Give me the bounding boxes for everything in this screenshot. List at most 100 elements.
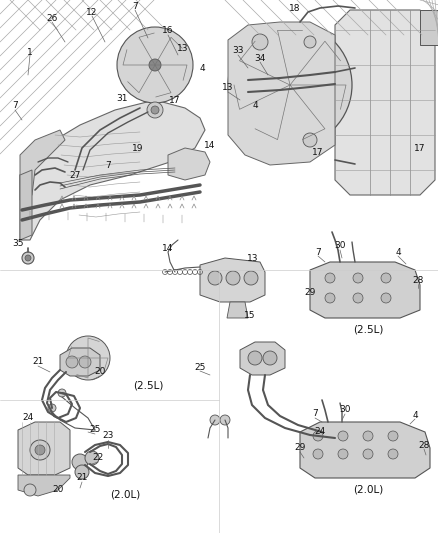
Text: 4: 4 <box>394 247 400 256</box>
Text: 4: 4 <box>411 410 417 419</box>
Text: 7: 7 <box>132 2 138 11</box>
Circle shape <box>227 23 351 147</box>
Polygon shape <box>226 302 247 318</box>
Text: 13: 13 <box>177 44 188 52</box>
Circle shape <box>380 273 390 283</box>
Text: 13: 13 <box>247 254 258 262</box>
Circle shape <box>22 252 34 264</box>
Text: (2.0L): (2.0L) <box>352 485 382 495</box>
Circle shape <box>30 440 50 460</box>
Circle shape <box>352 293 362 303</box>
Circle shape <box>380 293 390 303</box>
Circle shape <box>362 449 372 459</box>
Circle shape <box>262 351 276 365</box>
Polygon shape <box>200 258 265 302</box>
Circle shape <box>85 451 99 465</box>
Text: 31: 31 <box>116 93 127 102</box>
Circle shape <box>75 465 89 479</box>
Text: 22: 22 <box>92 454 103 463</box>
Text: 7: 7 <box>311 408 317 417</box>
Text: 17: 17 <box>311 148 323 157</box>
Circle shape <box>209 415 219 425</box>
Circle shape <box>147 102 162 118</box>
Circle shape <box>72 454 88 470</box>
Circle shape <box>48 404 56 412</box>
Polygon shape <box>20 170 32 240</box>
Circle shape <box>337 431 347 441</box>
Circle shape <box>387 449 397 459</box>
Circle shape <box>279 75 299 95</box>
Text: 24: 24 <box>22 414 34 423</box>
Text: 25: 25 <box>89 425 100 434</box>
Circle shape <box>362 431 372 441</box>
Circle shape <box>25 255 31 261</box>
Text: 16: 16 <box>162 26 173 35</box>
Text: 33: 33 <box>232 45 243 54</box>
Text: 4: 4 <box>199 63 205 72</box>
Polygon shape <box>240 342 284 375</box>
Text: 13: 13 <box>222 83 233 92</box>
Text: 28: 28 <box>411 276 423 285</box>
Text: 4: 4 <box>251 101 257 109</box>
Text: 14: 14 <box>204 141 215 149</box>
Text: 7: 7 <box>12 101 18 109</box>
Polygon shape <box>227 22 334 165</box>
Text: 21: 21 <box>32 358 44 367</box>
Circle shape <box>302 133 316 147</box>
Polygon shape <box>20 130 65 200</box>
Text: 20: 20 <box>94 367 106 376</box>
Text: 12: 12 <box>86 7 98 17</box>
Text: 7: 7 <box>314 247 320 256</box>
Text: (2.5L): (2.5L) <box>133 380 163 390</box>
Circle shape <box>303 36 315 48</box>
Text: 35: 35 <box>12 238 24 247</box>
Text: 30: 30 <box>333 240 345 249</box>
Circle shape <box>312 449 322 459</box>
Circle shape <box>151 106 159 114</box>
Text: 29: 29 <box>293 443 305 453</box>
Text: (2.0L): (2.0L) <box>110 490 140 500</box>
Circle shape <box>66 356 78 368</box>
Polygon shape <box>299 422 429 478</box>
Circle shape <box>148 59 161 71</box>
Circle shape <box>58 389 66 397</box>
Circle shape <box>312 431 322 441</box>
Text: 1: 1 <box>27 47 33 56</box>
Text: 24: 24 <box>314 427 325 437</box>
Polygon shape <box>18 422 70 475</box>
Text: 21: 21 <box>76 473 88 482</box>
Text: 23: 23 <box>102 431 113 440</box>
Circle shape <box>251 34 267 50</box>
Text: 30: 30 <box>339 406 350 415</box>
Text: 14: 14 <box>162 244 173 253</box>
Circle shape <box>244 271 258 285</box>
Circle shape <box>387 431 397 441</box>
Text: 27: 27 <box>69 171 81 180</box>
Circle shape <box>324 273 334 283</box>
Text: 20: 20 <box>52 486 64 495</box>
Circle shape <box>24 484 36 496</box>
Circle shape <box>79 356 91 368</box>
Text: (2.5L): (2.5L) <box>352 325 382 335</box>
Circle shape <box>226 271 240 285</box>
Text: 7: 7 <box>105 160 111 169</box>
Circle shape <box>208 271 222 285</box>
Text: 17: 17 <box>169 95 180 104</box>
Polygon shape <box>334 10 434 195</box>
Circle shape <box>337 449 347 459</box>
Text: 15: 15 <box>244 311 255 319</box>
Circle shape <box>352 273 362 283</box>
Text: 19: 19 <box>132 143 143 152</box>
Circle shape <box>35 445 45 455</box>
Circle shape <box>247 351 261 365</box>
Text: 34: 34 <box>254 53 265 62</box>
Text: 29: 29 <box>304 287 315 296</box>
Text: 25: 25 <box>194 362 205 372</box>
Polygon shape <box>18 475 70 496</box>
Polygon shape <box>20 100 205 240</box>
Text: 28: 28 <box>417 440 429 449</box>
Polygon shape <box>309 262 419 318</box>
Text: 17: 17 <box>413 143 425 152</box>
Text: 18: 18 <box>289 4 300 12</box>
Circle shape <box>117 27 193 103</box>
